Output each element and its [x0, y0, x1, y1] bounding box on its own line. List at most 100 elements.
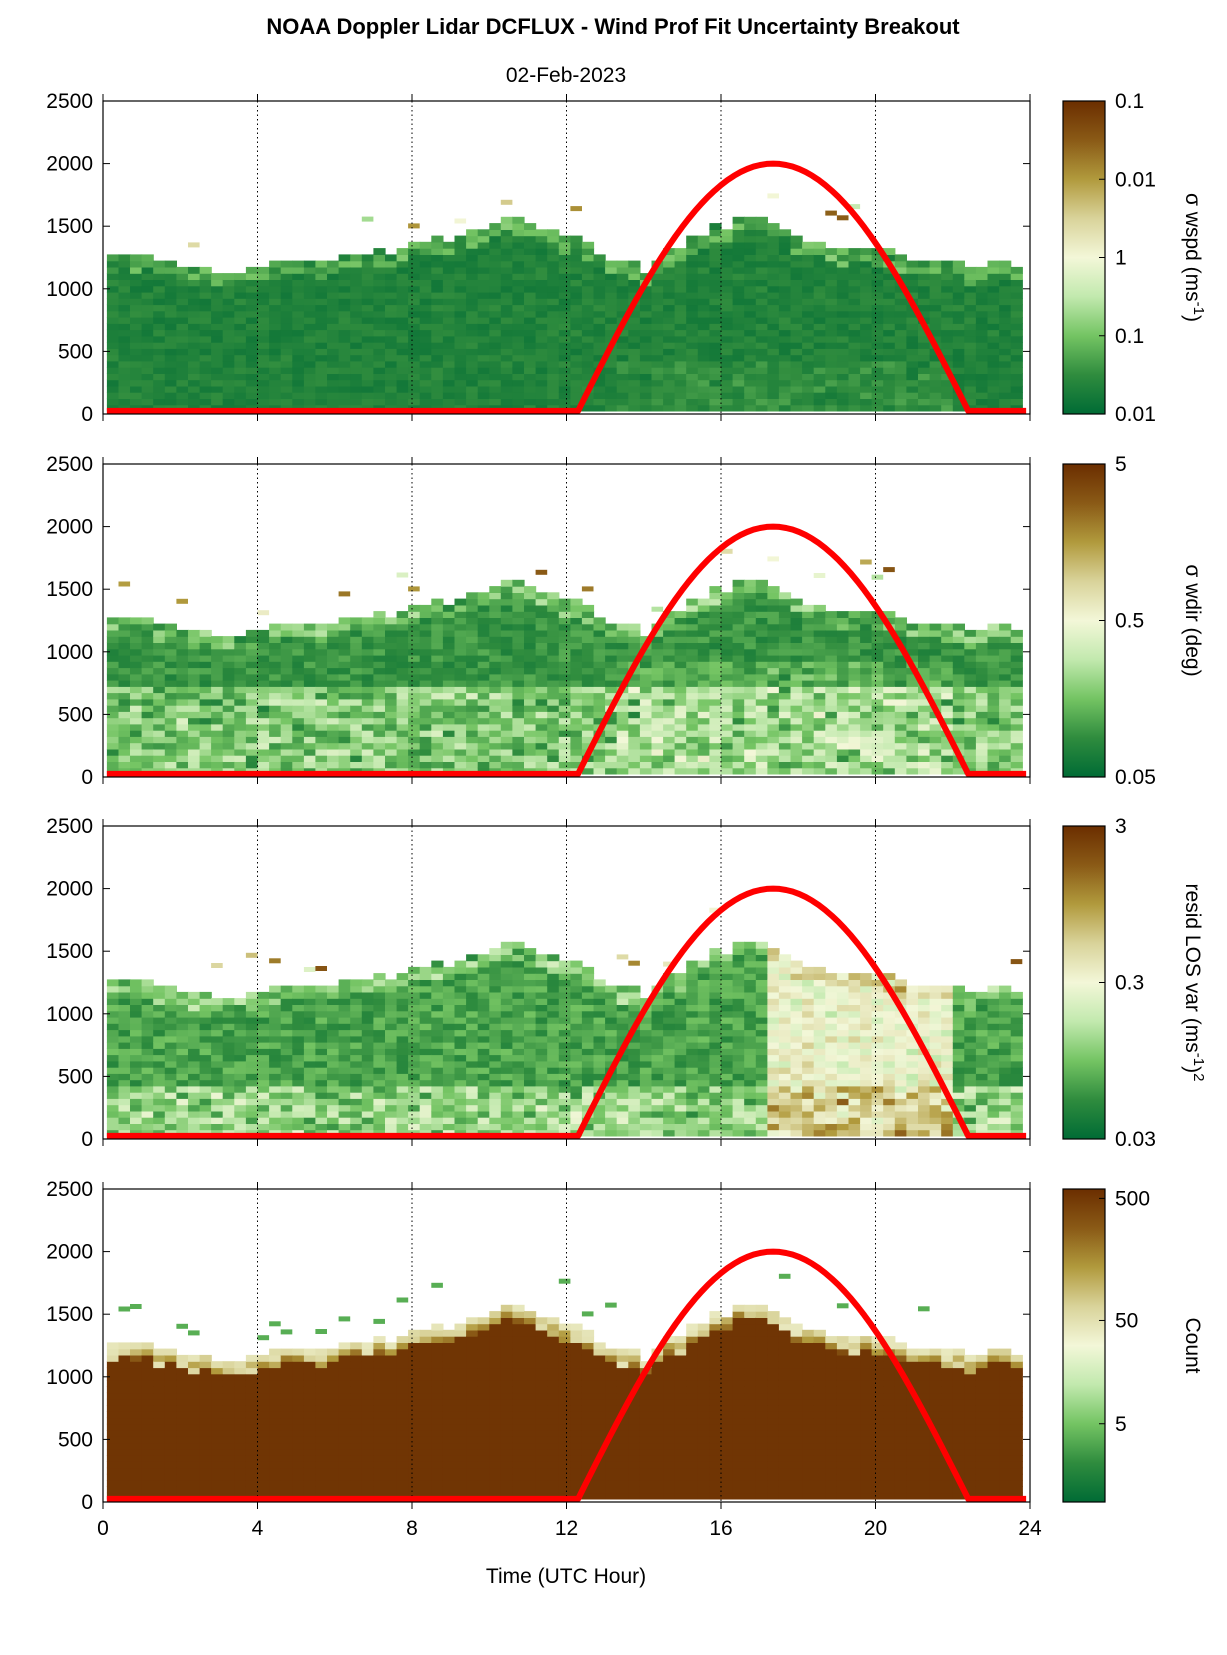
heatmap-cell — [663, 273, 676, 280]
heatmap-cell — [825, 661, 838, 669]
heatmap-cell — [813, 329, 826, 337]
heatmap-cell — [732, 266, 745, 274]
heatmap-cell — [303, 998, 317, 1005]
heatmap-cell — [500, 367, 513, 374]
heatmap-cell — [431, 1004, 444, 1012]
heatmap-cell — [929, 329, 942, 337]
heatmap-cell — [570, 354, 583, 362]
heatmap-cell — [744, 279, 757, 287]
heatmap-cell — [500, 592, 513, 600]
heatmap-cell — [303, 680, 317, 687]
heatmap-cell — [477, 229, 490, 237]
heatmap-cell — [802, 742, 815, 750]
heatmap-cell — [605, 373, 618, 381]
heatmap-cell — [292, 285, 305, 293]
heatmap-cell — [130, 755, 143, 762]
heatmap-cell — [222, 367, 235, 374]
heatmap-cell — [373, 991, 386, 999]
heatmap-cell — [570, 323, 583, 331]
heatmap-cell — [836, 254, 850, 262]
heatmap-cell — [280, 273, 293, 280]
heatmap-cell — [674, 611, 687, 618]
heatmap-cell — [408, 586, 420, 592]
heatmap-cell — [466, 254, 479, 262]
heatmap-cell — [755, 335, 768, 343]
heatmap-cell — [744, 629, 757, 637]
heatmap-cell — [813, 304, 826, 312]
heatmap-cell — [350, 717, 363, 725]
heatmap-cell — [755, 329, 768, 337]
heatmap-cell — [106, 1079, 120, 1087]
heatmap-cell — [732, 329, 745, 337]
heatmap-cell — [396, 298, 409, 306]
heatmap-cell — [744, 748, 757, 756]
heatmap-cell — [918, 354, 931, 362]
heatmap-cell — [327, 692, 340, 700]
heatmap-cell — [558, 686, 571, 694]
heatmap-cell — [327, 755, 340, 762]
heatmap-cell — [373, 998, 386, 1005]
heatmap-cell — [848, 266, 861, 274]
heatmap-cell — [744, 654, 757, 662]
heatmap-cell — [987, 705, 1000, 712]
heatmap-cell — [176, 755, 189, 762]
y-tick-label: 2000 — [46, 153, 93, 176]
heatmap-cell — [964, 673, 977, 681]
heatmap-cell — [280, 736, 293, 744]
heatmap-cell — [906, 692, 919, 700]
heatmap-cell — [176, 279, 189, 287]
heatmap-cell — [245, 748, 259, 756]
heatmap-cell — [106, 1010, 120, 1018]
heatmap-cell — [338, 329, 351, 337]
heatmap-cell — [999, 648, 1012, 656]
heatmap-cell — [477, 623, 490, 631]
colorbar-tick-label: 0.5 — [1115, 610, 1144, 633]
heatmap-cell — [350, 755, 363, 762]
heatmap-cell — [721, 654, 734, 662]
heatmap-cell — [338, 661, 351, 669]
heatmap-cell — [605, 636, 618, 643]
heatmap-cell — [535, 736, 548, 744]
heatmap-cell — [964, 354, 977, 362]
heatmap-cell — [802, 661, 815, 669]
heatmap-cell — [153, 998, 166, 1005]
heatmap-cell — [894, 761, 907, 769]
heatmap-cell — [141, 742, 154, 750]
heatmap-cell — [188, 385, 201, 393]
heatmap-cell — [269, 1035, 282, 1043]
heatmap-cell — [361, 1060, 374, 1068]
heatmap-cell — [396, 367, 409, 374]
heatmap-cell — [767, 335, 780, 343]
heatmap-cell — [860, 717, 873, 725]
heatmap-cell — [663, 730, 676, 737]
heatmap-cell — [686, 761, 699, 769]
heatmap-cell — [338, 317, 351, 324]
heatmap-cell — [118, 705, 131, 712]
heatmap-cell — [767, 273, 780, 280]
heatmap-cell — [581, 248, 595, 255]
heatmap-cell — [234, 1035, 247, 1043]
heatmap-cell — [500, 266, 513, 274]
heatmap-cell — [813, 360, 826, 368]
heatmap-cell — [408, 1035, 421, 1043]
heatmap-cell — [141, 736, 154, 744]
heatmap-cell — [245, 385, 259, 393]
heatmap-cell — [825, 260, 838, 268]
heatmap-cell — [477, 698, 490, 706]
heatmap-cell — [941, 748, 954, 756]
heatmap-cell — [767, 617, 780, 625]
heatmap-cell — [199, 1085, 212, 1093]
heatmap-cell — [732, 761, 745, 769]
heatmap-cell — [408, 323, 421, 331]
heatmap-cell — [570, 598, 583, 606]
heatmap-cell — [778, 642, 792, 650]
heatmap-cell — [802, 373, 815, 381]
heatmap-cell — [674, 279, 687, 287]
heatmap-cell — [883, 648, 896, 656]
heatmap-cell — [593, 642, 606, 650]
heatmap-cell — [883, 398, 896, 406]
heatmap-cell — [130, 1098, 143, 1106]
heatmap-cell — [269, 1029, 282, 1037]
heatmap-cell — [222, 736, 235, 744]
heatmap-cell — [570, 723, 583, 731]
